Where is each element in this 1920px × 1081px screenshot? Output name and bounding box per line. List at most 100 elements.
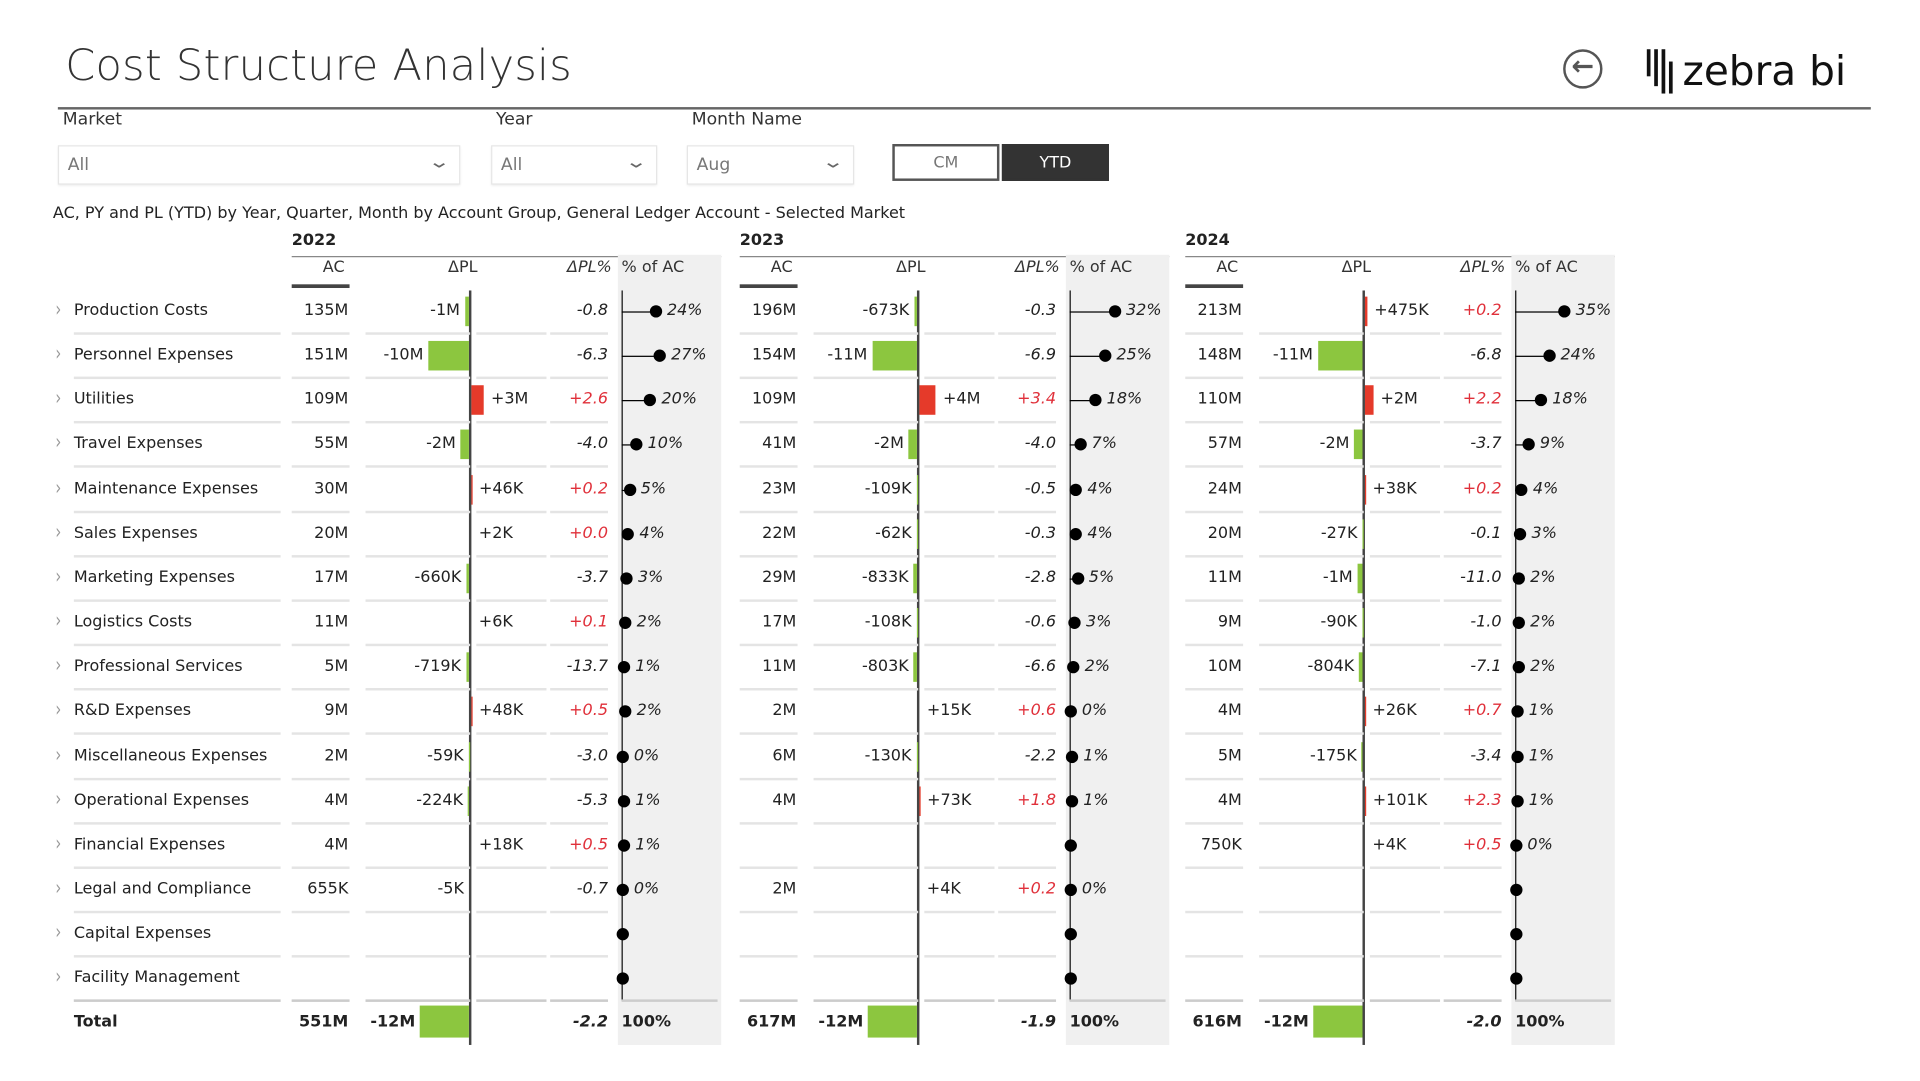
market-dropdown[interactable]: All⌄ xyxy=(58,145,460,184)
expand-chevron-icon[interactable]: › xyxy=(55,920,61,944)
positive-variance-bar xyxy=(1365,386,1373,416)
row-separator xyxy=(998,555,1056,557)
row-separator xyxy=(1185,555,1243,557)
negative-variance-bar xyxy=(872,341,917,371)
row-separator xyxy=(1185,644,1243,646)
row-separator xyxy=(550,510,608,512)
expand-chevron-icon[interactable]: › xyxy=(55,297,61,321)
expand-chevron-icon[interactable]: › xyxy=(55,742,61,766)
cm-toggle-button[interactable]: CM xyxy=(892,144,999,181)
account-label[interactable]: R&D Expenses xyxy=(74,701,191,723)
expand-chevron-icon[interactable]: › xyxy=(55,475,61,499)
account-label[interactable]: Production Costs xyxy=(74,300,208,322)
row-separator xyxy=(814,866,919,868)
dpl-value: -224K xyxy=(316,790,463,812)
expand-chevron-icon[interactable]: › xyxy=(55,519,61,543)
expand-chevron-icon[interactable]: › xyxy=(55,386,61,410)
account-label[interactable]: Facility Management xyxy=(74,968,240,990)
expand-chevron-icon[interactable]: › xyxy=(55,653,61,677)
back-arrow-icon[interactable]: ← xyxy=(1563,49,1602,88)
account-label[interactable]: Capital Expenses xyxy=(74,923,211,945)
account-label[interactable]: Financial Expenses xyxy=(74,834,225,856)
dpl-pct-value: +0.5 xyxy=(538,701,608,723)
row-separator xyxy=(998,510,1056,512)
year-dropdown[interactable]: All⌄ xyxy=(491,145,657,184)
dpl-pct-value: -2.0 xyxy=(1431,1012,1501,1034)
row-separator xyxy=(814,688,919,690)
pct-of-ac-value: 0% xyxy=(1082,701,1107,723)
negative-variance-bar xyxy=(466,564,469,594)
row-separator xyxy=(74,822,281,824)
account-label[interactable]: Maintenance Expenses xyxy=(74,478,258,500)
row-separator xyxy=(998,688,1056,690)
dpl-pct-value: -1.0 xyxy=(1431,612,1501,634)
row-separator xyxy=(366,466,471,468)
pct-lollipop-dot xyxy=(650,305,662,317)
account-label[interactable]: Utilities xyxy=(74,389,134,411)
month-dropdown[interactable]: Aug⌄ xyxy=(687,145,854,184)
account-label[interactable]: Logistics Costs xyxy=(74,612,192,634)
dpl-pct-value xyxy=(986,968,1056,990)
row-separator xyxy=(550,733,608,735)
negative-variance-bar xyxy=(428,341,469,371)
total-separator xyxy=(1515,999,1611,1001)
pct-of-ac-value: 2% xyxy=(1085,656,1110,678)
row-separator xyxy=(292,911,350,913)
row-separator xyxy=(924,911,994,913)
pct-lollipop-dot xyxy=(1065,884,1077,896)
pct-of-ac-value: 4% xyxy=(1087,478,1112,500)
logo-text: zebra bi xyxy=(1683,47,1847,95)
account-label[interactable]: Marketing Expenses xyxy=(74,567,235,589)
pct-of-ac-value: 0% xyxy=(1527,834,1552,856)
total-separator xyxy=(74,999,281,1001)
pct-of-ac-value: 100% xyxy=(622,1012,671,1034)
row-separator xyxy=(998,599,1056,601)
row-separator xyxy=(924,510,994,512)
negative-variance-bar xyxy=(868,1006,917,1038)
account-label[interactable]: Travel Expenses xyxy=(74,434,203,456)
expand-chevron-icon[interactable]: › xyxy=(55,608,61,632)
account-label[interactable]: Personnel Expenses xyxy=(74,345,234,367)
month-value: Aug xyxy=(697,155,731,175)
account-label[interactable]: Sales Expenses xyxy=(74,523,198,545)
expand-chevron-icon[interactable]: › xyxy=(55,430,61,454)
dpl-value: +2K xyxy=(479,523,513,545)
dpl-pct-value: +0.1 xyxy=(538,612,608,634)
expand-chevron-icon[interactable]: › xyxy=(55,786,61,810)
row-separator xyxy=(292,377,350,379)
account-label[interactable]: Legal and Compliance xyxy=(74,879,251,901)
row-separator xyxy=(740,777,798,779)
expand-chevron-icon[interactable]: › xyxy=(55,341,61,365)
expand-chevron-icon[interactable]: › xyxy=(55,964,61,988)
row-separator xyxy=(814,911,919,913)
ac-underline xyxy=(1185,284,1243,288)
account-label[interactable]: Professional Services xyxy=(74,656,243,678)
negative-variance-bar xyxy=(1318,341,1363,371)
pct-of-ac-value: 10% xyxy=(648,434,684,456)
row-separator xyxy=(550,866,608,868)
row-separator xyxy=(1185,466,1243,468)
ac-value: 109M xyxy=(292,389,349,411)
total-separator xyxy=(292,999,350,1001)
ytd-toggle-button[interactable]: YTD xyxy=(1002,144,1109,181)
expand-chevron-icon[interactable]: › xyxy=(55,875,61,899)
row-separator xyxy=(292,688,350,690)
negative-variance-bar xyxy=(1314,1006,1363,1038)
expand-chevron-icon[interactable]: › xyxy=(55,697,61,721)
row-separator xyxy=(550,644,608,646)
row-separator xyxy=(1370,510,1440,512)
expand-chevron-icon[interactable]: › xyxy=(55,831,61,855)
row-separator xyxy=(1185,510,1243,512)
negative-variance-bar xyxy=(1359,653,1362,683)
row-separator xyxy=(550,777,608,779)
row-separator xyxy=(1444,911,1502,913)
row-separator xyxy=(1259,822,1364,824)
pct-lollipop-dot xyxy=(618,795,630,807)
pct-lollipop-dot xyxy=(617,928,629,940)
expand-chevron-icon[interactable]: › xyxy=(55,564,61,588)
account-label[interactable]: Miscellaneous Expenses xyxy=(74,745,268,767)
ac-value: 2M xyxy=(740,879,797,901)
pct-lollipop-dot xyxy=(1512,795,1524,807)
row-separator xyxy=(1370,688,1440,690)
account-label[interactable]: Operational Expenses xyxy=(74,790,249,812)
